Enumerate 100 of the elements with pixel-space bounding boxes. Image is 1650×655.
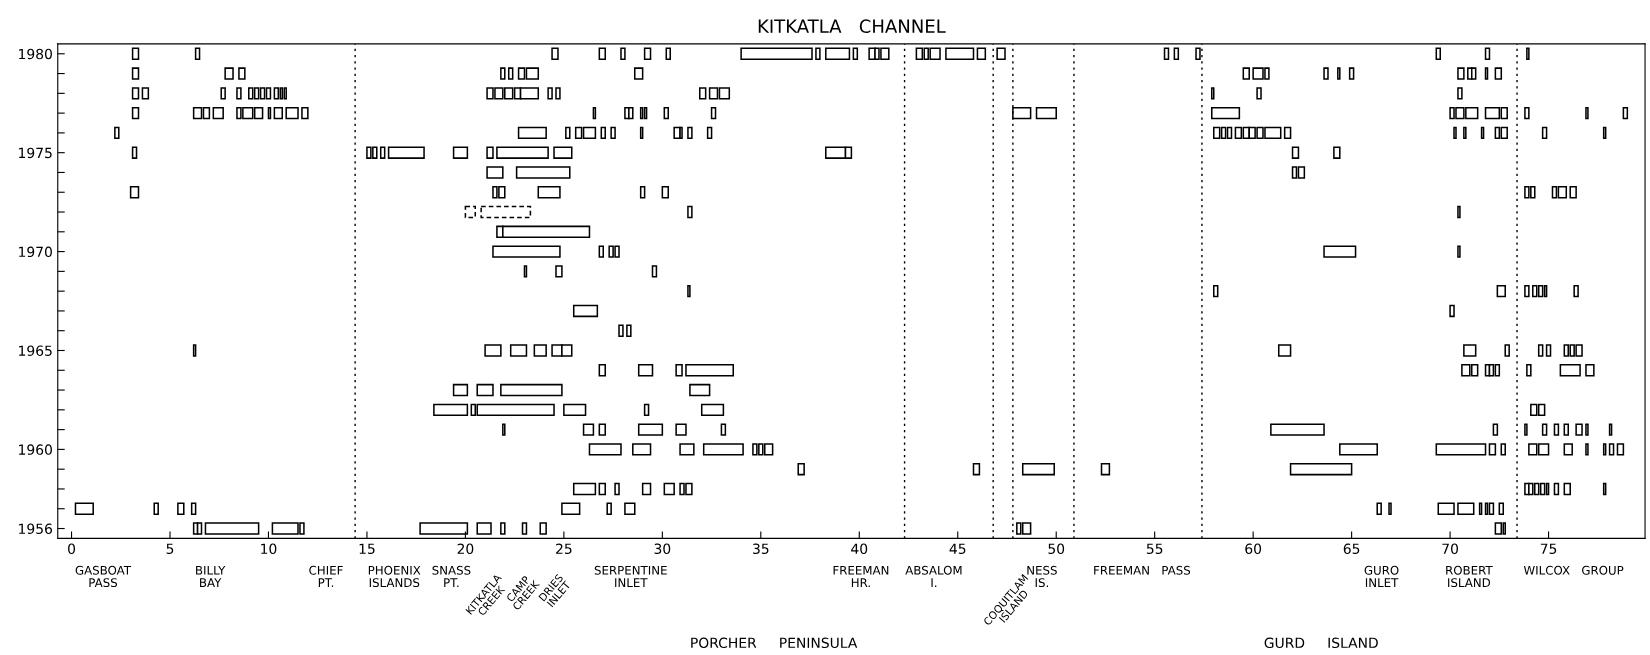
bar bbox=[190, 502, 197, 515]
bar bbox=[665, 47, 671, 60]
bar bbox=[1484, 47, 1491, 60]
bar bbox=[606, 502, 612, 515]
bar bbox=[698, 87, 707, 100]
bar bbox=[220, 87, 226, 100]
bar bbox=[1541, 126, 1548, 140]
y-tick-label: 1956 bbox=[19, 523, 53, 534]
text: NESS IS. bbox=[1027, 565, 1057, 588]
bar bbox=[661, 186, 670, 199]
bar bbox=[1283, 126, 1292, 140]
bar bbox=[476, 383, 494, 397]
x-tick-label: 70 bbox=[1442, 543, 1458, 555]
bar bbox=[1277, 344, 1292, 357]
bar bbox=[500, 67, 506, 80]
bar bbox=[825, 47, 851, 60]
bar bbox=[626, 324, 632, 337]
bar bbox=[496, 146, 549, 159]
bar bbox=[1435, 443, 1487, 456]
bar bbox=[972, 462, 981, 476]
bar bbox=[1242, 67, 1250, 80]
x-tick-label: 50 bbox=[1048, 543, 1065, 555]
bar bbox=[196, 522, 203, 535]
text: GURD ISLAND bbox=[1264, 637, 1378, 649]
text: SERPENTINE INLET bbox=[594, 565, 667, 587]
bar bbox=[702, 443, 744, 456]
bar bbox=[500, 383, 563, 397]
bar bbox=[204, 522, 260, 535]
x-tick-label: 55 bbox=[1146, 543, 1163, 555]
bar bbox=[555, 87, 561, 100]
bar bbox=[1494, 67, 1503, 80]
x-tick-label: 10 bbox=[261, 543, 277, 555]
bar bbox=[1553, 423, 1560, 436]
bar bbox=[1553, 482, 1560, 496]
bar bbox=[555, 265, 563, 278]
x-tick-label: 35 bbox=[753, 543, 769, 555]
bar bbox=[484, 344, 502, 357]
bar bbox=[1291, 146, 1300, 159]
bar bbox=[131, 106, 140, 120]
bar bbox=[572, 304, 599, 318]
text: SNASS PT. bbox=[432, 565, 471, 587]
bar bbox=[1500, 443, 1506, 456]
bar bbox=[563, 403, 587, 417]
bar bbox=[500, 522, 506, 535]
bar bbox=[1488, 502, 1495, 515]
bar bbox=[663, 106, 670, 120]
bar bbox=[1323, 245, 1357, 258]
bar bbox=[74, 502, 94, 515]
bar bbox=[1163, 47, 1170, 60]
bar bbox=[236, 87, 242, 100]
bar bbox=[679, 443, 695, 456]
bar bbox=[639, 186, 646, 199]
bar bbox=[610, 126, 616, 140]
bar bbox=[1470, 67, 1477, 80]
bar bbox=[1585, 364, 1595, 377]
bar bbox=[419, 522, 469, 535]
x-tick-label: 15 bbox=[359, 543, 375, 555]
bar bbox=[301, 106, 309, 120]
bar bbox=[131, 87, 140, 100]
bar bbox=[598, 482, 606, 496]
bar bbox=[565, 126, 571, 140]
bar bbox=[624, 502, 636, 515]
bar bbox=[720, 423, 727, 436]
x-tick-label: 75 bbox=[1540, 543, 1557, 555]
bar bbox=[1173, 47, 1180, 60]
bar bbox=[212, 106, 224, 120]
y-tick-label: 1960 bbox=[19, 444, 52, 455]
bar bbox=[706, 126, 713, 140]
bar bbox=[1496, 284, 1506, 298]
bar bbox=[996, 47, 1006, 60]
bar bbox=[131, 47, 140, 60]
bar bbox=[700, 403, 725, 417]
bar bbox=[1376, 502, 1382, 515]
text: GURO INLET bbox=[1364, 565, 1399, 587]
bar bbox=[572, 482, 597, 496]
bar bbox=[273, 87, 280, 100]
bar bbox=[153, 502, 159, 515]
bar bbox=[1541, 423, 1548, 436]
bar bbox=[1504, 344, 1510, 357]
bar bbox=[1524, 106, 1530, 120]
bar bbox=[1289, 462, 1353, 476]
x-tick-label: 0 bbox=[68, 543, 76, 555]
bar bbox=[641, 482, 652, 496]
bar bbox=[224, 67, 234, 80]
bar bbox=[553, 146, 573, 159]
bar bbox=[598, 47, 606, 60]
x-tick-label: 25 bbox=[556, 543, 572, 555]
y-tick-label: 1965 bbox=[19, 345, 52, 356]
bar bbox=[452, 146, 469, 159]
bar bbox=[651, 265, 658, 278]
text: ABSALOM I. bbox=[905, 565, 962, 587]
bar bbox=[561, 502, 581, 515]
bar bbox=[1545, 344, 1552, 357]
bar bbox=[515, 166, 571, 179]
bar bbox=[687, 205, 693, 219]
bar bbox=[1348, 67, 1355, 80]
bar bbox=[1488, 443, 1497, 456]
bar bbox=[486, 146, 494, 159]
bar bbox=[643, 403, 650, 417]
bar bbox=[177, 502, 185, 515]
